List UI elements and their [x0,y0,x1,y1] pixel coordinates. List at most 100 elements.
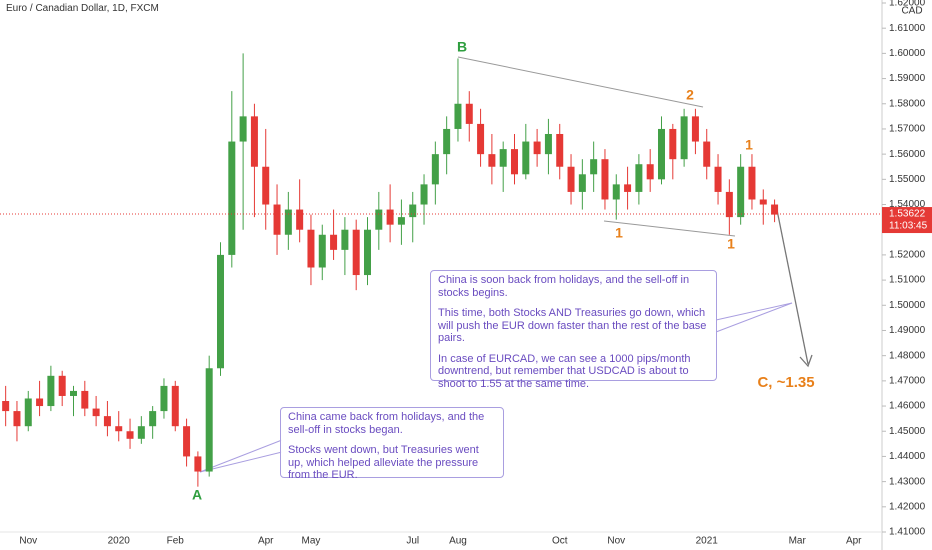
y-tick-label: 1.42000 [889,501,926,512]
y-tick-label: 1.56000 [889,149,926,160]
candle-body [262,166,270,205]
y-tick-label: 1.49000 [889,325,926,336]
candle-body [250,116,258,167]
candle-body [691,116,699,142]
arrow-head [799,354,813,368]
candle-body [47,375,55,407]
candle-body [13,411,21,427]
x-tick-label: Nov [607,536,625,547]
candle-body [296,209,304,230]
candle-body [522,141,530,175]
x-tick-label: Apr [258,536,274,547]
candle-body [36,398,44,407]
candle-body [431,154,439,185]
callout: China is soon back from holidays, and th… [430,270,717,390]
y-tick-label: 1.57000 [889,124,926,135]
candle-body [228,141,236,255]
last-price-label: 1.53622 [889,209,926,220]
x-tick-label: 2021 [696,536,719,547]
candle-body [771,204,779,215]
candle-body [284,209,292,235]
callout-text: Stocks went down, but Treasuries went up… [288,444,479,481]
currency-label: CAD [901,6,922,17]
candle-body [2,401,10,412]
candle-body [58,375,66,396]
wave-label: B [457,39,467,55]
candle-body [81,390,89,409]
candle-body [748,166,756,200]
y-tick-label: 1.44000 [889,451,926,462]
candle-body [386,209,394,225]
candle-body [149,411,157,427]
candle-body [183,426,191,457]
candle-body [703,141,711,167]
y-tick-label: 1.60000 [889,48,926,59]
wave-label: 1 [615,225,623,241]
y-tick-label: 1.54000 [889,199,926,210]
callout-pointer [199,451,283,473]
candle-body [126,431,134,439]
candle-body [92,408,100,417]
candle-body [499,149,507,167]
projection-arrow [776,209,809,365]
countdown-label: 11:03:45 [889,221,928,232]
x-tick-label: May [302,536,321,547]
x-tick-label: Aug [449,536,467,547]
candle-body [578,174,586,192]
candle-body [273,204,281,235]
callout: China came back from holidays, and the s… [280,407,504,481]
callout-text: In case of EURCAD, we can see a 1000 pip… [438,352,691,390]
trend-line [603,220,736,237]
candle-body [330,234,338,250]
candle-body [103,416,111,427]
candle-body [759,199,767,205]
candle-body [420,184,428,205]
wave-label: A [192,487,202,503]
candle-body [680,116,688,160]
candle-body [658,128,665,180]
x-tick-label: Oct [552,536,568,547]
wave-label: 2 [686,87,694,103]
callout-pointer [715,302,793,321]
candle-body [737,166,745,218]
candle-body [544,133,552,155]
candle-body [465,103,473,124]
candle-body [567,166,575,192]
candle-body [725,191,733,218]
candle-body [624,184,632,192]
candle-body [70,390,77,396]
last-price-tag [882,207,932,234]
candle-body [590,159,598,175]
trend-line [457,56,704,108]
candle-body [556,133,564,167]
candle-body [375,209,383,230]
candle-body [488,154,496,167]
candle-body [205,368,213,472]
callout-text: China is soon back from holidays, and th… [438,274,690,299]
candle-body [137,426,145,439]
x-tick-label: Apr [846,536,862,547]
y-tick-label: 1.52000 [889,250,926,261]
candle-body [533,141,541,155]
y-tick-label: 1.46000 [889,401,926,412]
y-tick-label: 1.55000 [889,174,926,185]
x-tick-label: Jul [406,536,419,547]
x-tick-label: 2020 [108,536,131,547]
y-tick-label: 1.41000 [889,527,926,538]
candle-body [714,166,722,192]
candle-body [601,159,609,200]
candle-body [635,164,643,192]
candle-body [341,229,349,250]
y-tick-label: 1.47000 [889,375,926,386]
target-label: C, ~1.35 [757,374,814,391]
candle-body [511,149,518,175]
candle-body [409,204,417,218]
y-tick-label: 1.61000 [889,23,926,34]
wave-label: 1 [745,137,753,153]
candle-body [160,385,168,412]
candle-body [307,229,315,268]
candle-body [318,234,326,268]
candle-body [397,217,405,225]
